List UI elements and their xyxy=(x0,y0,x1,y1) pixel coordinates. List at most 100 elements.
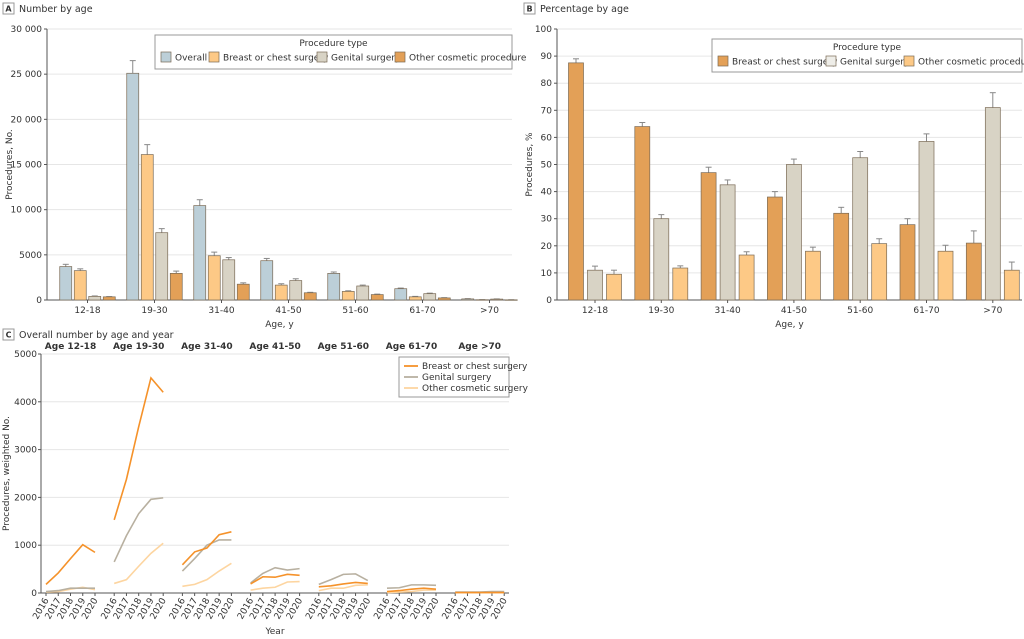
bar-12-18-other-cosmetic-procedure xyxy=(102,296,116,301)
line-genital-age-61-70 xyxy=(386,584,437,590)
bar-12-18-breast-or-chest-surgery xyxy=(568,62,584,301)
legend-label: Other cosmetic surgery xyxy=(422,384,529,394)
x-tick-label: 51-60 xyxy=(342,306,368,316)
facet-title: Age >70 xyxy=(458,342,501,352)
y-tick-label: 5000 xyxy=(19,251,42,261)
legend-label: Breast or chest surgery xyxy=(732,58,838,68)
x-tick-label: 41-50 xyxy=(275,306,301,316)
x-tick-label: 12-18 xyxy=(74,306,100,316)
panel-title: Number by age xyxy=(19,4,93,15)
bar-31-40-genital-surgery xyxy=(719,184,736,301)
bar-61-70-other-cosmetic-procedure xyxy=(437,297,451,301)
line-breast-age-41-50 xyxy=(250,573,300,585)
bar->70-breast-or-chest-surgery xyxy=(475,299,489,301)
bar-51-60-genital-surgery xyxy=(356,285,370,301)
legend-title: Procedure type xyxy=(299,39,368,49)
x-tick-label: 19-30 xyxy=(141,306,167,316)
y-tick-label: 100 xyxy=(535,25,552,35)
x-tick-label: 41-50 xyxy=(781,306,807,316)
panel-letter-box xyxy=(2,2,15,15)
y-tick-label: 5000 xyxy=(14,350,37,360)
line-other-age-31-40 xyxy=(182,562,232,588)
bar-51-60-breast-or-chest-surgery xyxy=(833,212,850,301)
bar-41-50-other-cosmetic-procedure xyxy=(805,250,821,301)
bar-61-70-genital-surgery xyxy=(918,141,935,301)
legend-label: Breast or chest surgery xyxy=(223,54,329,64)
x-tick-label: >70 xyxy=(983,306,1002,316)
x-axis-label: Year xyxy=(264,627,284,637)
line-breast-age-19-30 xyxy=(113,376,164,521)
legend-swatch xyxy=(394,51,406,63)
line-other-age-51-60 xyxy=(318,584,368,592)
legend-label: Other cosmetic procedure xyxy=(918,58,1024,68)
bar-31-40-overall xyxy=(193,205,207,301)
legend-box xyxy=(154,34,513,70)
facet-title: Age 51-60 xyxy=(318,342,369,352)
y-tick-label: 10 xyxy=(541,269,553,279)
line-genital-age-31-40 xyxy=(181,539,232,572)
bar-41-50-genital-surgery xyxy=(289,280,303,301)
y-tick-label: 40 xyxy=(541,188,553,198)
y-tick-label: 4000 xyxy=(14,398,37,408)
bar->70-other-cosmetic-procedure xyxy=(1003,269,1020,301)
y-tick-label: 3000 xyxy=(14,446,37,456)
legend-label: Genital surgery xyxy=(331,54,401,64)
bar-19-30-genital-surgery xyxy=(653,218,670,301)
y-tick-label: 0 xyxy=(31,589,37,599)
bar->70-genital-surgery xyxy=(984,107,1001,301)
bar-61-70-breast-or-chest-surgery xyxy=(899,224,916,301)
y-tick-label: 0 xyxy=(36,296,42,306)
y-tick-label: 10 000 xyxy=(11,206,43,216)
bar-31-40-breast-or-chest-surgery xyxy=(700,172,717,301)
bar->70-genital-surgery xyxy=(490,298,504,301)
x-axis-label: Age, y xyxy=(775,320,804,330)
line-genital-age-12-18 xyxy=(45,587,95,593)
x-tick-label: 51-60 xyxy=(847,306,873,316)
y-axis-label: Procedures, % xyxy=(525,132,535,197)
bar-19-30-other-cosmetic-procedure xyxy=(169,273,183,301)
legend-label: Genital surgery xyxy=(840,58,910,68)
bar-51-60-other-cosmetic-procedure xyxy=(370,294,384,301)
y-tick-label: 30 000 xyxy=(11,25,43,35)
panel-letter: A xyxy=(5,5,12,14)
bar-19-30-overall xyxy=(126,72,140,301)
bar-31-40-other-cosmetic-procedure xyxy=(738,254,755,301)
facet-title: Age 19-30 xyxy=(113,342,164,352)
bar-51-60-overall xyxy=(327,273,341,301)
bar->70-breast-or-chest-surgery xyxy=(965,242,982,301)
panel-letter: C xyxy=(6,331,12,340)
bar-51-60-breast-or-chest-surgery xyxy=(341,291,355,301)
y-tick-label: 15 000 xyxy=(11,161,43,171)
legend-swatch xyxy=(316,51,328,63)
line-other-age-19-30 xyxy=(113,542,164,585)
y-tick-label: 20 xyxy=(541,242,553,252)
bar-31-40-breast-or-chest-surgery xyxy=(207,255,221,301)
bar-41-50-breast-or-chest-surgery xyxy=(767,196,783,301)
bar->70-other-cosmetic-procedure xyxy=(504,299,518,301)
y-tick-label: 0 xyxy=(546,296,552,306)
y-tick-label: 25 000 xyxy=(11,70,43,80)
y-tick-label: 20 000 xyxy=(11,115,43,125)
y-axis-label: Procedures, No. xyxy=(5,129,15,200)
x-tick-label: 61-70 xyxy=(409,306,435,316)
bar-61-70-breast-or-chest-surgery xyxy=(408,296,422,301)
panel-letter-box xyxy=(523,2,536,15)
bar-41-50-other-cosmetic-procedure xyxy=(303,292,317,301)
panel-title: Overall number by age and year xyxy=(19,330,174,341)
line-other-age-61-70 xyxy=(386,589,436,594)
legend-label: Overall xyxy=(175,54,207,64)
legend-swatch xyxy=(903,55,915,67)
panel-letter: B xyxy=(526,5,532,14)
line-breast-age-51-60 xyxy=(318,581,368,588)
bar->70-overall xyxy=(461,298,475,301)
y-tick-label: 1000 xyxy=(14,541,37,551)
bar-61-70-other-cosmetic-procedure xyxy=(937,250,954,301)
legend-swatch xyxy=(160,51,172,63)
x-tick-label: 31-40 xyxy=(208,306,234,316)
y-axis-label: Procedures, weighted No. xyxy=(2,416,12,531)
panel-letter-box xyxy=(2,328,15,341)
bar-12-18-genital-surgery xyxy=(88,296,102,301)
legend-label: Genital surgery xyxy=(422,373,492,383)
line-breast-age-12-18 xyxy=(45,543,96,585)
